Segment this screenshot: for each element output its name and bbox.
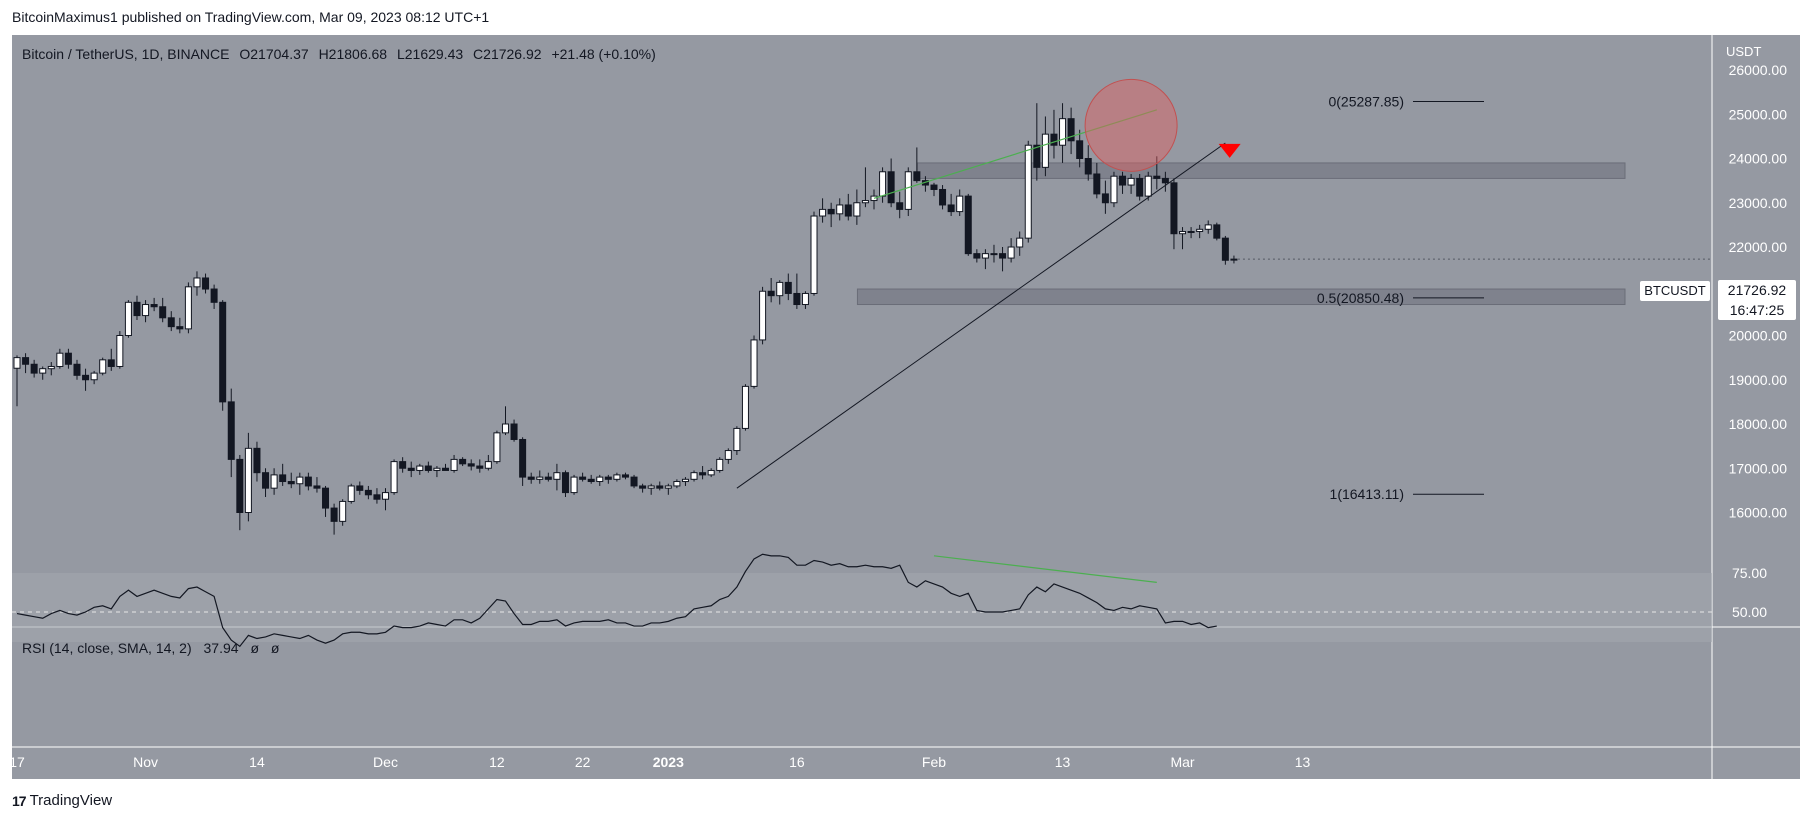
- ohlc-low: L21629.43: [396, 46, 464, 62]
- ohlc-high: H21806.68: [318, 46, 388, 62]
- tradingview-logo[interactable]: 17 TradingView: [12, 792, 112, 809]
- rsi-indicator-name[interactable]: RSI (14, close, SMA, 14, 2): [22, 640, 192, 656]
- ticker-tag: BTCUSDT: [1640, 281, 1710, 301]
- tradingview-logo-text: TradingView: [29, 792, 113, 809]
- rsi-value: 37.94: [203, 640, 239, 656]
- chart-frame[interactable]: [12, 35, 1800, 779]
- ohlc-change: +21.48 (+0.10%): [551, 46, 656, 62]
- rsi-legend: RSI (14, close, SMA, 14, 2) 37.94 ø ø: [22, 640, 287, 656]
- rsi-null-1: ø: [250, 640, 260, 656]
- tradingview-logo-icon: 17: [12, 792, 27, 809]
- published-header: BitcoinMaximus1 published on TradingView…: [12, 9, 490, 25]
- current-price-tag: 21726.92 16:47:25: [1718, 280, 1796, 320]
- rsi-null-2: ø: [270, 640, 280, 656]
- ohlc-legend: Bitcoin / TetherUS, 1D, BINANCE O21704.3…: [22, 46, 662, 62]
- bar-countdown: 16:47:25: [1729, 302, 1785, 318]
- ohlc-close: C21726.92: [473, 46, 542, 62]
- symbol-label[interactable]: Bitcoin / TetherUS, 1D, BINANCE: [22, 46, 230, 62]
- ohlc-open: O21704.37: [239, 46, 309, 62]
- current-price: 21726.92: [1727, 282, 1787, 298]
